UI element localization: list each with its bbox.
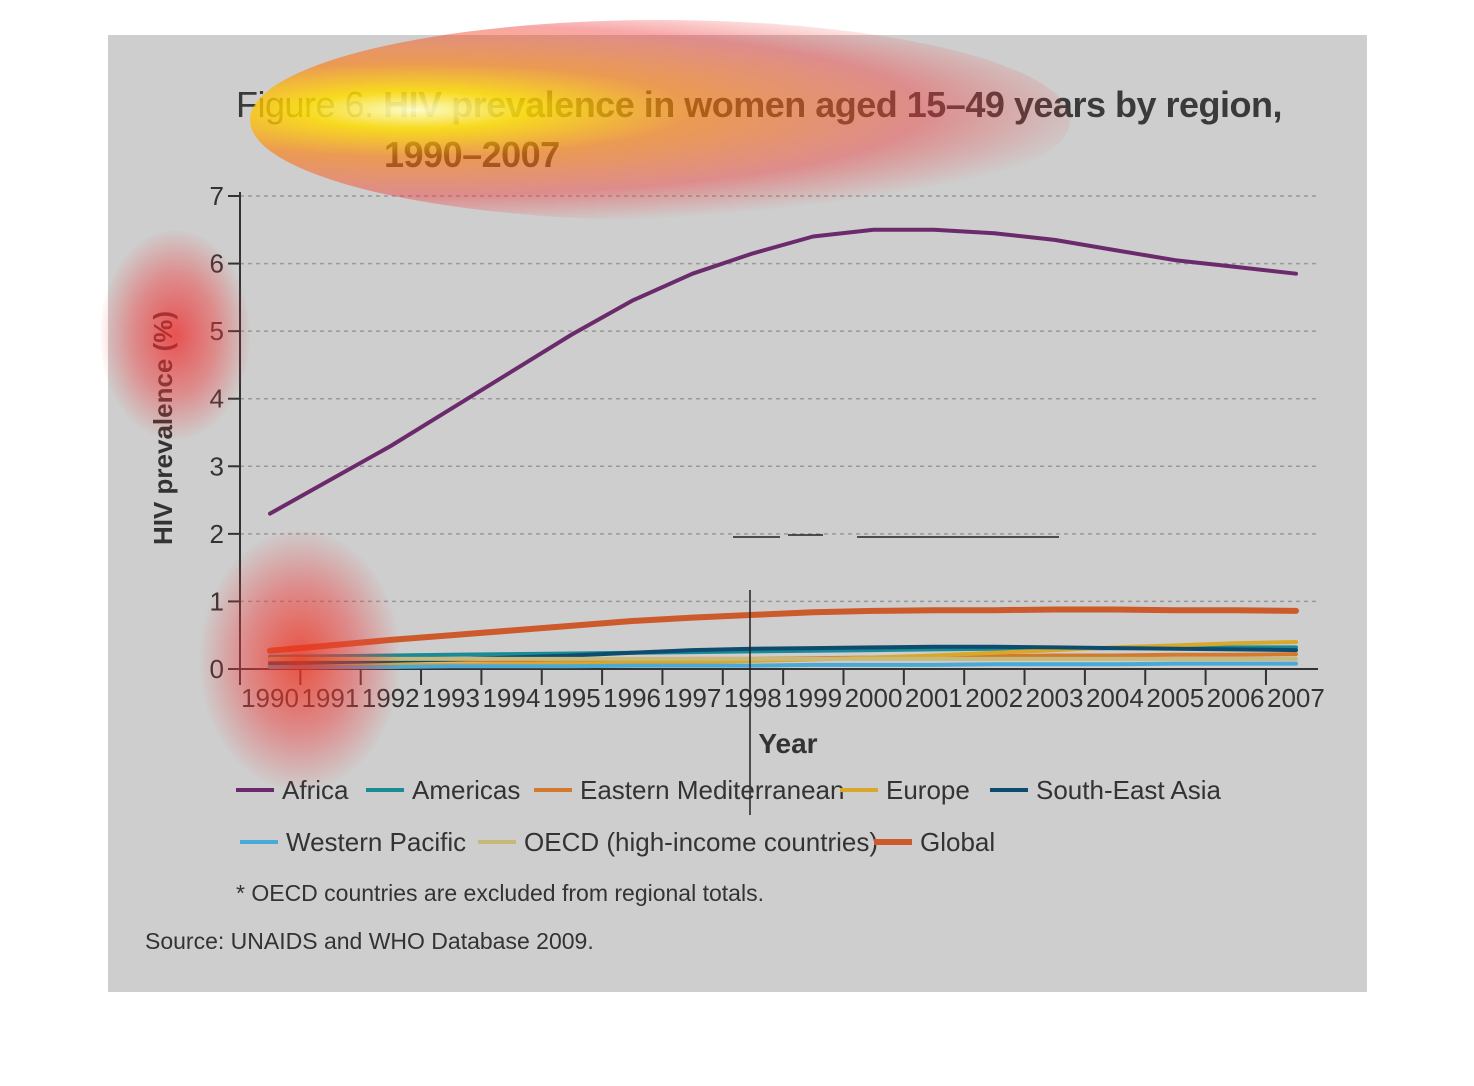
legend-swatch bbox=[236, 788, 274, 792]
legend-swatch bbox=[534, 788, 572, 792]
x-tick-label: 2003 bbox=[1026, 683, 1084, 713]
x-tick-label: 1990 bbox=[241, 683, 299, 713]
legend-item-global: Global bbox=[874, 822, 995, 862]
legend-swatch bbox=[874, 839, 912, 845]
x-tick-label: 2004 bbox=[1086, 683, 1144, 713]
legend-item-western-pacific: Western Pacific bbox=[240, 822, 466, 862]
x-tick-label: 1996 bbox=[603, 683, 661, 713]
legend-label: Eastern Mediterranean bbox=[580, 774, 845, 805]
y-tick-label: 2 bbox=[210, 519, 224, 549]
y-axis-label: HIV prevalence (%) bbox=[148, 311, 178, 545]
legend-label: South-East Asia bbox=[1036, 774, 1221, 805]
series-line-western-pacific bbox=[268, 661, 1298, 669]
footnote: * OECD countries are excluded from regio… bbox=[236, 880, 764, 906]
legend-swatch bbox=[840, 788, 878, 792]
x-tick-label: 2005 bbox=[1146, 683, 1204, 713]
legend-swatch bbox=[366, 788, 404, 792]
x-tick-label: 1995 bbox=[543, 683, 601, 713]
x-axis-label: Year bbox=[758, 728, 817, 759]
legend-label: Western Pacific bbox=[286, 826, 467, 857]
axes: 0 1 2 3 4 5 6 7 1990 1991 1992 1993 1994 1995 1996 1997… bbox=[210, 181, 1325, 713]
x-tick-label: 2006 bbox=[1207, 683, 1265, 713]
y-tick-label: 7 bbox=[210, 181, 224, 211]
legend-item-oecd: OECD (high-income countries) bbox=[478, 822, 878, 862]
y-tick-label: 3 bbox=[210, 451, 224, 481]
legend-item-south-east-asia: South-East Asia bbox=[990, 770, 1221, 810]
legend-label: OECD (high-income countries) bbox=[524, 826, 879, 857]
series-lines bbox=[267, 227, 1299, 669]
legend-item-americas: Americas bbox=[366, 770, 520, 810]
y-tick-label: 4 bbox=[210, 384, 224, 414]
x-tick-label: 1993 bbox=[422, 683, 480, 713]
legend-label: Africa bbox=[282, 774, 349, 805]
legend-swatch bbox=[478, 840, 516, 844]
x-tick-label: 1999 bbox=[784, 683, 842, 713]
y-tick-label: 5 bbox=[210, 316, 224, 346]
x-tick-label: 1994 bbox=[482, 683, 540, 713]
series-line-africa bbox=[268, 227, 1298, 516]
legend-swatch bbox=[240, 840, 278, 844]
x-tick-label: 2001 bbox=[905, 683, 963, 713]
legend-item-eastern-mediterranean: Eastern Mediterranean bbox=[534, 770, 844, 810]
legend-label: Europe bbox=[886, 774, 970, 805]
legend-item-europe: Europe bbox=[840, 770, 970, 810]
y-tick-label: 6 bbox=[210, 249, 224, 279]
legend-swatch bbox=[990, 788, 1028, 792]
x-tick-label: 2007 bbox=[1267, 683, 1325, 713]
y-tick-label: 1 bbox=[210, 586, 224, 616]
legend-label: Global bbox=[920, 826, 996, 857]
y-tick-label: 0 bbox=[210, 654, 224, 684]
x-tick-label: 2002 bbox=[965, 683, 1023, 713]
legend-label: Americas bbox=[412, 774, 521, 805]
x-tick-label: 2000 bbox=[845, 683, 903, 713]
source-note: Source: UNAIDS and WHO Database 2009. bbox=[145, 928, 594, 954]
x-tick-label: 1997 bbox=[664, 683, 722, 713]
legend-item-africa: Africa bbox=[236, 770, 348, 810]
x-tick-label: 1992 bbox=[362, 683, 420, 713]
series-line-global bbox=[267, 606, 1299, 654]
x-tick-label: 1991 bbox=[301, 683, 359, 713]
x-tick-label: 1998 bbox=[724, 683, 782, 713]
